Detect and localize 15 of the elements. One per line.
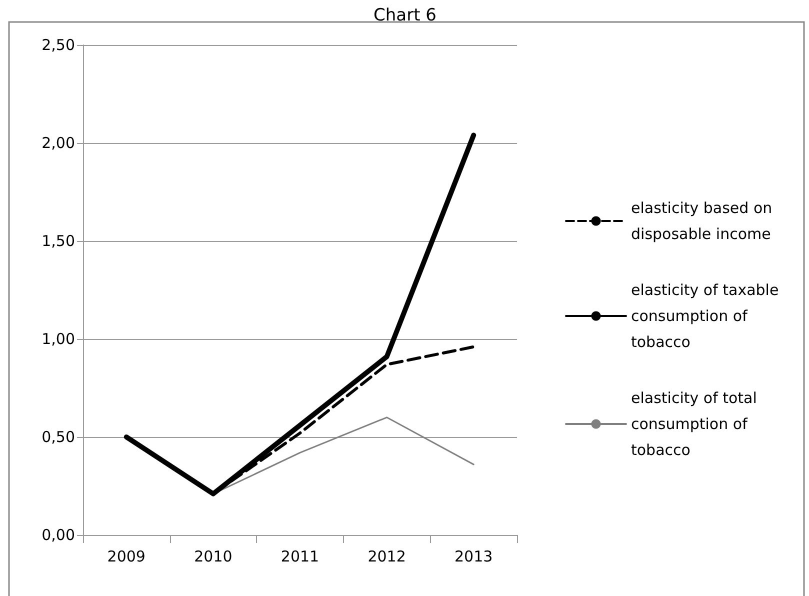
- y-tick-label: 1,50: [42, 232, 75, 250]
- x-tick-label: 2010: [194, 548, 232, 566]
- legend-label: elasticity based on disposable income: [631, 199, 777, 243]
- x-tick-label: 2012: [368, 548, 406, 566]
- x-tick-label: 2013: [454, 548, 493, 566]
- y-tick-label: 0,50: [42, 428, 75, 446]
- y-tick-label: 1,00: [42, 330, 75, 348]
- y-tick-label: 2,50: [42, 36, 75, 54]
- legend-label: elasticity of taxable consumption of tobacco: [631, 281, 784, 351]
- y-tick-label: 0,00: [42, 526, 75, 544]
- y-tick-label: 2,00: [42, 134, 75, 152]
- x-tick-label: 2009: [107, 548, 146, 566]
- legend-label: elasticity of total consumption of tobacco: [631, 389, 762, 459]
- x-tick-label: 2011: [280, 548, 320, 566]
- chart-title: Chart 6: [374, 6, 436, 26]
